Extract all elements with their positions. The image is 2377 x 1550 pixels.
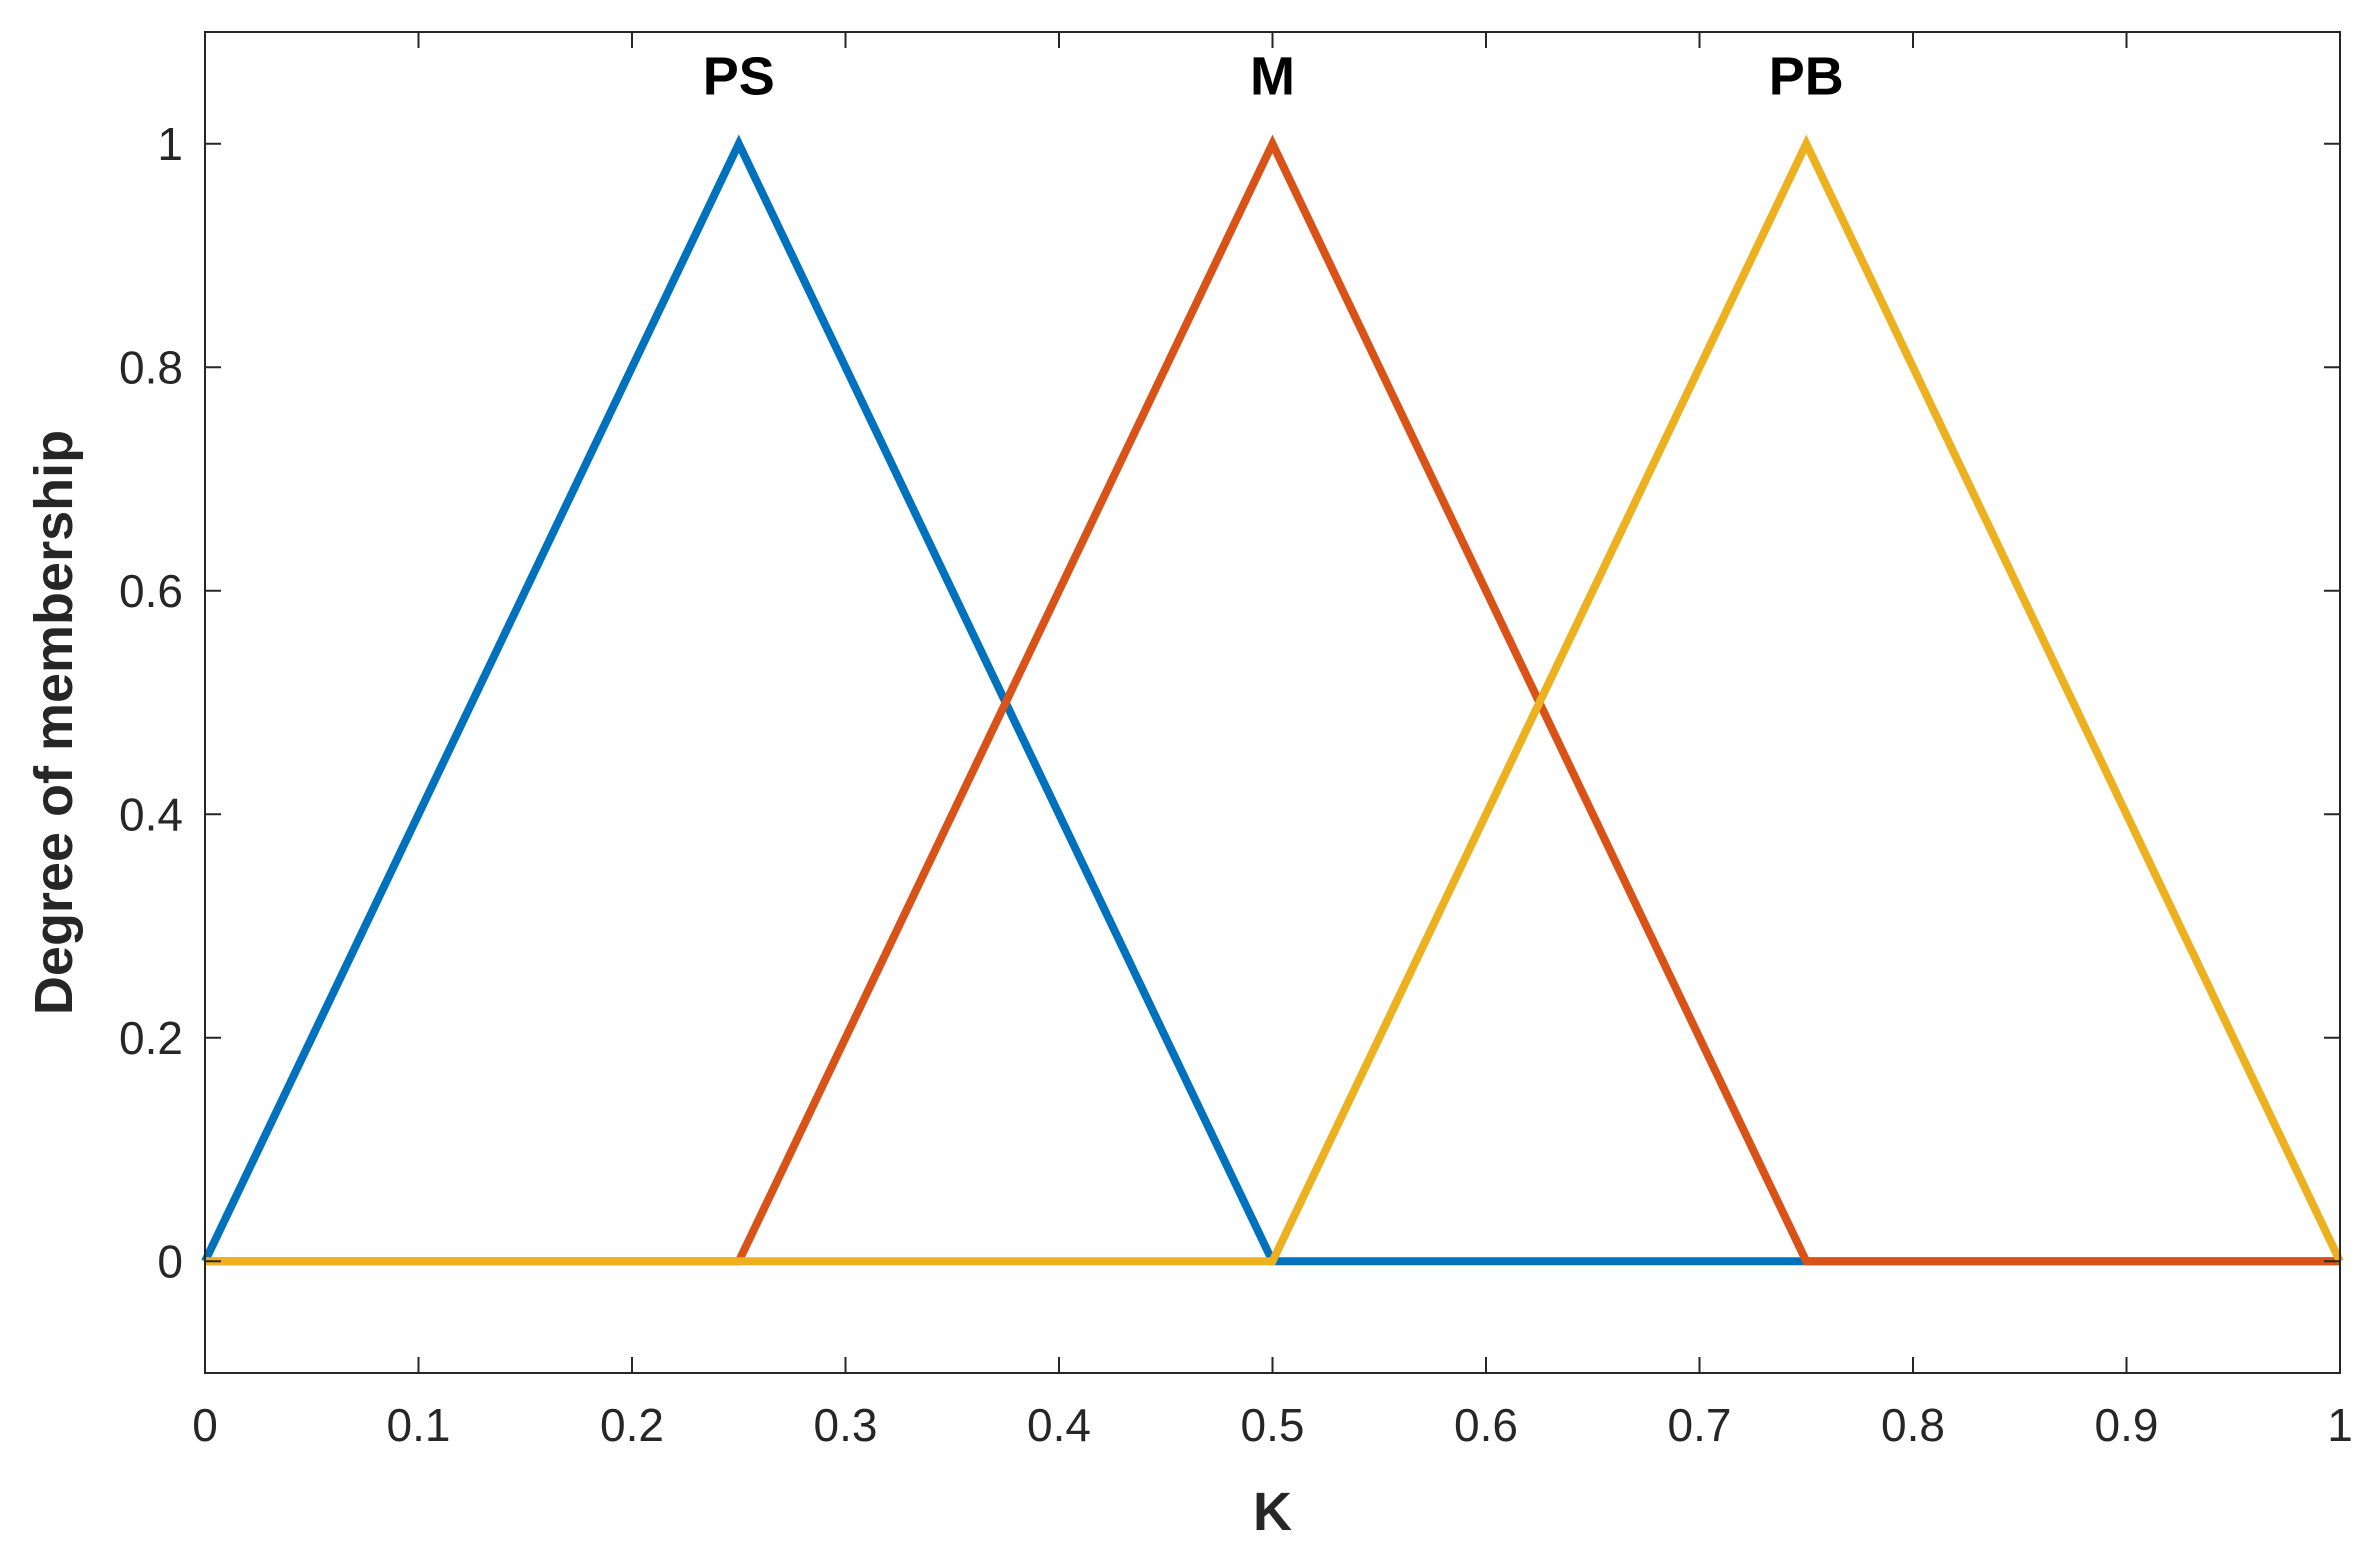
series-layer [201, 134, 2344, 1266]
series-label-ps: PS [703, 47, 775, 107]
x-tick-label: 1 [2327, 1399, 2353, 1451]
x-tick-label: 0.8 [1881, 1399, 1945, 1451]
y-tick-label: 0.8 [119, 341, 183, 393]
annotation-layer: PS M PB [703, 47, 1844, 107]
x-tick-label: 0.9 [2095, 1399, 2159, 1451]
series-label-m: M [1250, 47, 1295, 107]
series-label-pb: PB [1769, 47, 1844, 107]
x-tick-label: 0.1 [387, 1399, 451, 1451]
x-tick-label: 0.6 [1454, 1399, 1518, 1451]
x-tick-label: 0.7 [1668, 1399, 1732, 1451]
x-tick-label: 0.2 [600, 1399, 664, 1451]
y-tick-label: 0.4 [119, 788, 183, 840]
x-axis-title: K [1253, 1482, 1292, 1542]
x-tick-label: 0.5 [1241, 1399, 1305, 1451]
tick-layer: 0 0.1 0.2 0.3 0.4 0.5 0.6 0.7 0.8 0.9 1 0 0.2 0.4 0.6 0… [119, 32, 2353, 1451]
x-tick-label: 0.4 [1027, 1399, 1091, 1451]
y-tick-label: 0.2 [119, 1012, 183, 1064]
y-tick-label: 0 [157, 1235, 183, 1287]
x-tick-label: 0 [192, 1399, 218, 1451]
y-axis-title: Degree of membership [24, 430, 84, 1015]
y-tick-label: 1 [157, 118, 183, 170]
x-tick-label: 0.3 [814, 1399, 878, 1451]
y-tick-label: 0.6 [119, 565, 183, 617]
series-line-pb [205, 134, 2344, 1266]
